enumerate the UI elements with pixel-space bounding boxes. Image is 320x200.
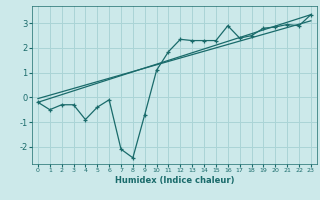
X-axis label: Humidex (Indice chaleur): Humidex (Indice chaleur) bbox=[115, 176, 234, 185]
